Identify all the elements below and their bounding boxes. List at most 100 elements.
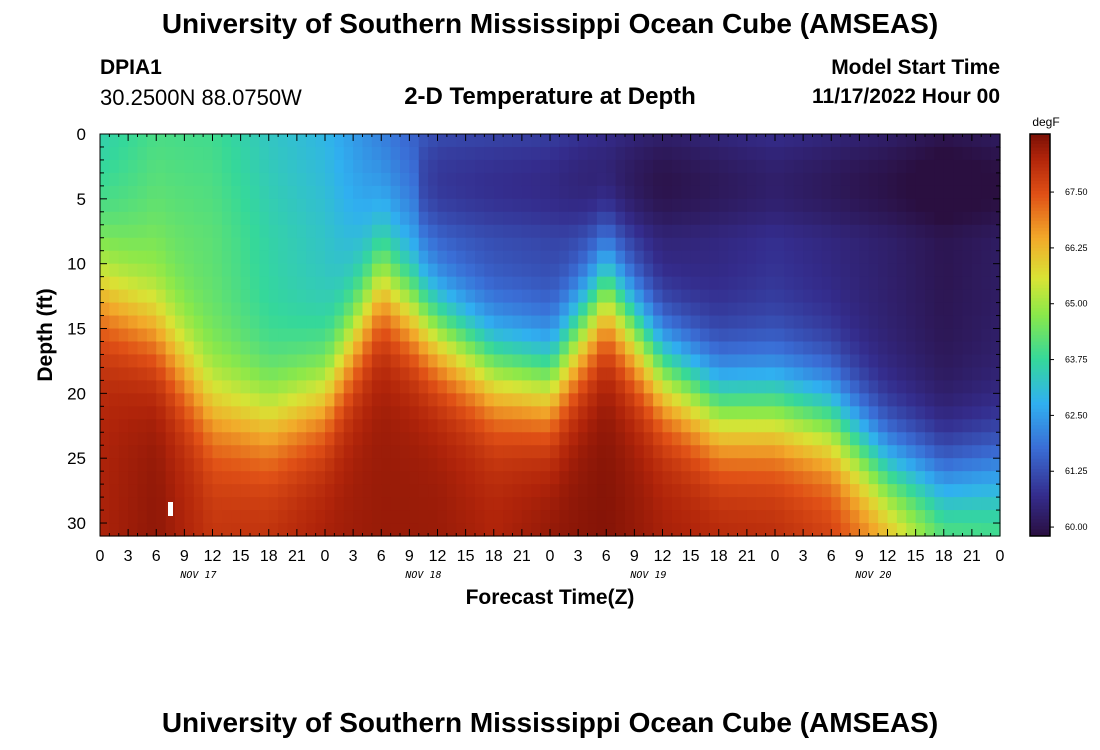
heatmap-cell	[418, 302, 429, 317]
heatmap-cell	[718, 523, 729, 537]
heatmap-cell	[315, 315, 326, 330]
heatmap-cell	[859, 263, 870, 278]
heatmap-cell	[943, 146, 954, 161]
heatmap-cell	[165, 289, 176, 304]
heatmap-cell	[484, 224, 495, 239]
heatmap-cell	[259, 393, 270, 407]
x-tick-label: 0	[321, 548, 330, 565]
heatmap-cell	[606, 458, 617, 472]
heatmap-cell	[240, 159, 251, 174]
heatmap-cell	[193, 185, 204, 200]
heatmap-cell	[671, 354, 682, 369]
heatmap-cell	[212, 263, 223, 278]
heatmap-cell	[793, 445, 804, 459]
heatmap-cell	[475, 315, 485, 330]
heatmap-cell	[728, 237, 739, 252]
heatmap-cell	[953, 302, 964, 317]
heatmap-cell	[850, 315, 860, 330]
heatmap-cell	[203, 198, 214, 213]
heatmap-cell	[578, 393, 589, 407]
heatmap-cell	[981, 224, 992, 239]
heatmap-cell	[390, 263, 401, 278]
heatmap-cell	[812, 211, 823, 226]
heatmap-cell	[775, 432, 785, 446]
heatmap-cell	[990, 419, 1001, 433]
heatmap-cell	[775, 134, 785, 148]
heatmap-cell	[503, 302, 514, 317]
heatmap-cell	[362, 211, 373, 226]
x-tick-label: 21	[738, 548, 756, 565]
heatmap-cell	[231, 471, 242, 485]
heatmap-cell	[784, 224, 795, 239]
heatmap-cell	[868, 393, 879, 407]
heatmap-cell	[371, 237, 382, 252]
heatmap-cell	[690, 250, 701, 265]
heatmap-cell	[915, 432, 926, 446]
heatmap-cell	[634, 250, 645, 265]
heatmap-cell	[540, 159, 551, 174]
heatmap-cell	[850, 146, 860, 161]
heatmap-cell	[606, 211, 617, 226]
heatmap-cell	[559, 198, 570, 213]
heatmap-cell	[221, 263, 232, 278]
heatmap-cell	[859, 445, 870, 459]
heatmap-cell	[128, 211, 139, 226]
heatmap-cell	[606, 484, 617, 498]
heatmap-cell	[315, 328, 326, 343]
heatmap-cell	[896, 458, 907, 472]
heatmap-cell	[784, 406, 795, 420]
heatmap-cell	[343, 445, 354, 459]
heatmap-cell	[887, 380, 898, 394]
heatmap-cell	[409, 523, 420, 537]
heatmap-cell	[803, 302, 814, 317]
heatmap-cell	[671, 159, 682, 174]
heatmap-cell	[203, 406, 214, 420]
heatmap-cell	[784, 419, 795, 433]
heatmap-cell	[381, 159, 392, 174]
heatmap-cell	[896, 393, 907, 407]
heatmap-cell	[118, 432, 129, 446]
heatmap-cell	[643, 263, 654, 278]
heatmap-cell	[925, 159, 935, 174]
heatmap-cell	[306, 510, 317, 524]
heatmap-cell	[400, 146, 410, 161]
heatmap-cell	[184, 276, 195, 291]
heatmap-cell	[550, 432, 560, 446]
heatmap-cell	[578, 159, 589, 174]
colorbar-swatch	[1030, 331, 1050, 336]
heatmap-cell	[418, 484, 429, 498]
heatmap-cell	[109, 497, 120, 511]
heatmap-cell	[475, 263, 485, 278]
heatmap-cell	[840, 380, 851, 394]
colorbar-swatch	[1030, 479, 1050, 483]
heatmap-cell	[156, 406, 167, 420]
heatmap-cell	[512, 289, 523, 304]
heatmap-cell	[653, 315, 664, 330]
heatmap-cell	[203, 302, 214, 317]
heatmap-cell	[184, 250, 195, 265]
heatmap-cell	[446, 380, 457, 394]
heatmap-cell	[775, 445, 785, 459]
heatmap-cell	[296, 250, 307, 265]
heatmap-cell	[193, 419, 204, 433]
heatmap-cell	[193, 510, 204, 524]
heatmap-cell	[990, 263, 1001, 278]
heatmap-cell	[250, 224, 260, 239]
heatmap-cell	[971, 198, 982, 213]
heatmap-cell	[418, 185, 429, 200]
heatmap-cell	[887, 134, 898, 148]
heatmap-cell	[840, 172, 851, 187]
heatmap-cell	[887, 237, 898, 252]
heatmap-cell	[465, 523, 476, 537]
heatmap-cell	[990, 471, 1001, 485]
x-tick-label: 15	[457, 548, 475, 565]
heatmap-cell	[990, 211, 1001, 226]
heatmap-cell	[718, 445, 729, 459]
heatmap-cell	[625, 367, 635, 381]
heatmap-cell	[700, 471, 710, 485]
heatmap-cell	[915, 328, 926, 343]
heatmap-cell	[568, 237, 579, 252]
heatmap-cell	[962, 510, 973, 524]
heatmap-cell	[250, 289, 260, 304]
heatmap-cell	[671, 458, 682, 472]
